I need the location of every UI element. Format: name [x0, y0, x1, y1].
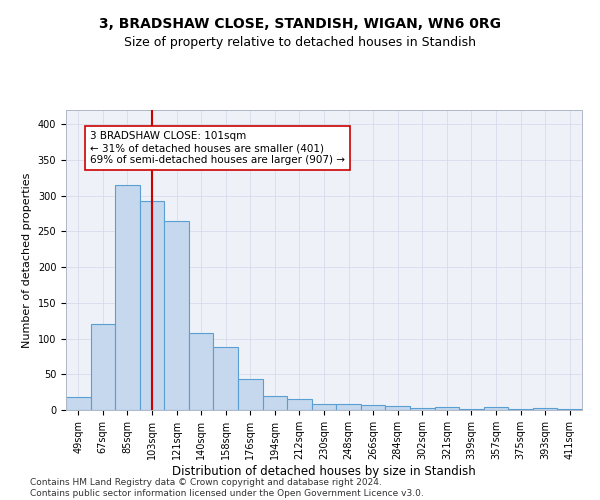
Bar	[238, 378, 263, 410]
Text: Size of property relative to detached houses in Standish: Size of property relative to detached ho…	[124, 36, 476, 49]
Bar	[115, 185, 140, 410]
Y-axis label: Number of detached properties: Number of detached properties	[22, 172, 32, 348]
Bar	[410, 408, 434, 410]
Bar	[189, 333, 214, 410]
Bar	[459, 408, 484, 410]
Bar	[214, 347, 238, 410]
Bar	[385, 406, 410, 410]
Bar	[263, 396, 287, 410]
Bar	[312, 404, 336, 410]
X-axis label: Distribution of detached houses by size in Standish: Distribution of detached houses by size …	[172, 464, 476, 477]
Bar	[533, 408, 557, 410]
Bar	[336, 404, 361, 410]
Bar	[434, 407, 459, 410]
Bar	[484, 407, 508, 410]
Bar	[66, 397, 91, 410]
Bar	[508, 408, 533, 410]
Bar	[557, 408, 582, 410]
Text: Contains HM Land Registry data © Crown copyright and database right 2024.
Contai: Contains HM Land Registry data © Crown c…	[30, 478, 424, 498]
Bar	[287, 400, 312, 410]
Bar	[140, 202, 164, 410]
Text: 3 BRADSHAW CLOSE: 101sqm
← 31% of detached houses are smaller (401)
69% of semi-: 3 BRADSHAW CLOSE: 101sqm ← 31% of detach…	[90, 132, 345, 164]
Bar	[91, 324, 115, 410]
Text: 3, BRADSHAW CLOSE, STANDISH, WIGAN, WN6 0RG: 3, BRADSHAW CLOSE, STANDISH, WIGAN, WN6 …	[99, 18, 501, 32]
Bar	[164, 220, 189, 410]
Bar	[361, 405, 385, 410]
